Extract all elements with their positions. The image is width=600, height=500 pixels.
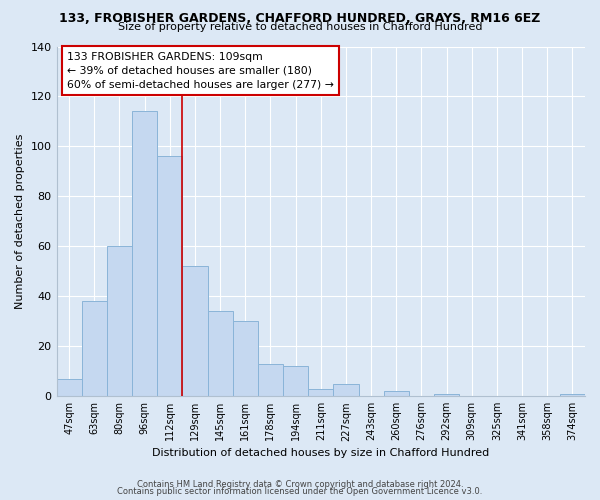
Bar: [56, 378, 82, 396]
Text: Contains HM Land Registry data © Crown copyright and database right 2024.: Contains HM Land Registry data © Crown c…: [137, 480, 463, 489]
Bar: [308, 388, 334, 396]
Text: 133, FROBISHER GARDENS, CHAFFORD HUNDRED, GRAYS, RM16 6EZ: 133, FROBISHER GARDENS, CHAFFORD HUNDRED…: [59, 12, 541, 26]
Bar: [560, 394, 585, 396]
X-axis label: Distribution of detached houses by size in Chafford Hundred: Distribution of detached houses by size …: [152, 448, 490, 458]
Bar: [283, 366, 308, 396]
Bar: [434, 394, 459, 396]
Text: Contains public sector information licensed under the Open Government Licence v3: Contains public sector information licen…: [118, 487, 482, 496]
Bar: [182, 266, 208, 396]
Bar: [233, 322, 258, 396]
Bar: [383, 391, 409, 396]
Text: Size of property relative to detached houses in Chafford Hundred: Size of property relative to detached ho…: [118, 22, 482, 32]
Text: 133 FROBISHER GARDENS: 109sqm
← 39% of detached houses are smaller (180)
60% of : 133 FROBISHER GARDENS: 109sqm ← 39% of d…: [67, 52, 334, 90]
Y-axis label: Number of detached properties: Number of detached properties: [15, 134, 25, 309]
Bar: [132, 112, 157, 396]
Bar: [157, 156, 182, 396]
Bar: [208, 312, 233, 396]
Bar: [107, 246, 132, 396]
Bar: [82, 302, 107, 396]
Bar: [258, 364, 283, 396]
Bar: [334, 384, 359, 396]
